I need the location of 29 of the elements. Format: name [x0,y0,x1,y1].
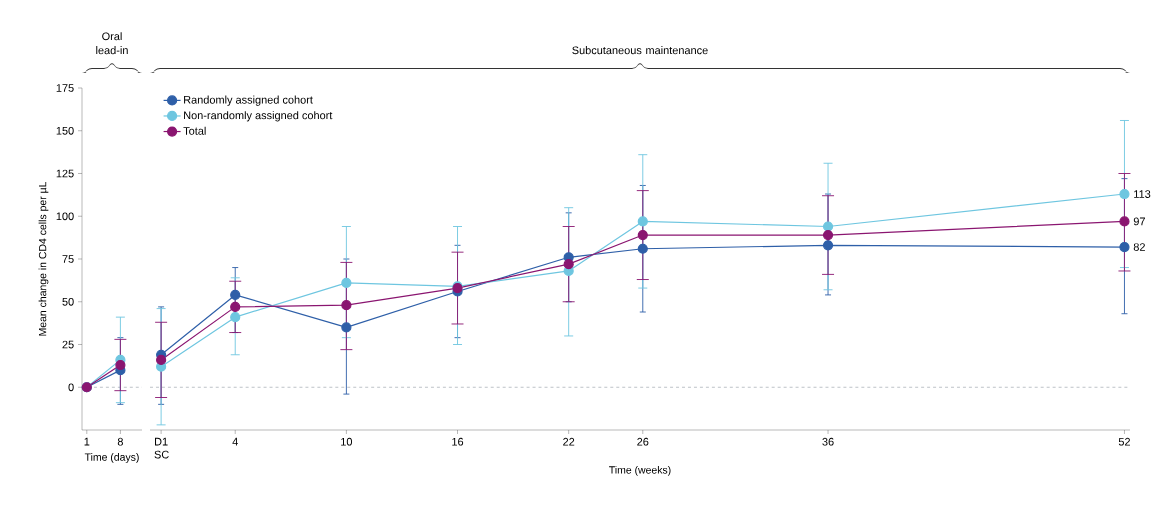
y-axis-title: Mean change in CD4 cells per µL [38,181,49,336]
y-tick-label: 75 [62,255,74,263]
x-tick-label: 36 [822,437,834,446]
x-tick-label: 22 [563,437,575,446]
y-tick-label: 100 [56,212,74,221]
legend-label: Non-randomly assigned cohort [184,111,333,122]
data-label: 113 [1134,190,1151,198]
y-tick-label: 125 [56,169,74,178]
x-axis-title: Time (days) [84,453,139,463]
x-tick-label: 8 [117,437,123,446]
y-tick-label: 0 [68,383,74,392]
y-tick-label: 50 [62,297,74,306]
y-tick-label: 25 [62,340,74,349]
text: Subcutaneous maintenance [572,46,708,55]
x-tick-label: 10 [341,437,353,446]
data-label: 97 [1133,217,1145,226]
text: Oral lead-in [96,32,128,55]
x-tick-label: 1 [84,437,90,446]
y-tick-label: 175 [56,84,74,92]
data-label: 82 [1133,243,1145,251]
x-tick-label: 16 [452,437,464,446]
x-tick-label: D1 SC [154,437,169,459]
y-tick-label: 150 [56,126,74,135]
legend-label: Randomly assigned cohort [184,95,313,106]
legend-label: Total [183,126,206,135]
x-tick-label: 4 [232,437,238,446]
x-axis-title: Time (weeks) [609,465,671,476]
x-tick-label: 52 [1118,437,1130,446]
x-tick-label: 26 [637,437,649,446]
